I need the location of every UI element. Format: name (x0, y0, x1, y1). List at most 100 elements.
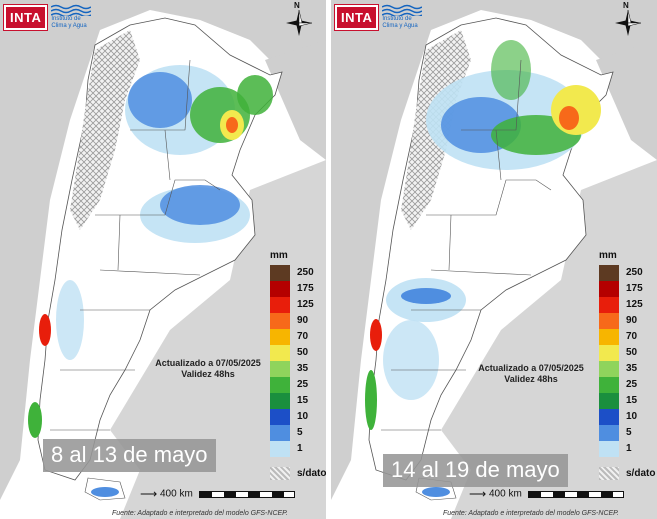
legend-label: s/dato (297, 468, 326, 479)
updated-date: Actualizado a 07/05/2025 (155, 358, 261, 368)
legend-label: 125 (626, 299, 643, 310)
legend-swatch (270, 441, 290, 457)
north-arrow-icon: N (284, 1, 314, 38)
legend-label: 125 (297, 299, 314, 310)
scale-arrow-icon: ⟶ (469, 487, 487, 501)
rain-area (383, 320, 439, 400)
legend-label: 1 (297, 443, 303, 454)
legend-swatch (599, 425, 619, 441)
rain-area (559, 106, 579, 130)
scale-label: 400 km (159, 488, 193, 500)
updated-date: Actualizado a 07/05/2025 (478, 363, 584, 373)
legend-label: 15 (297, 395, 309, 406)
legend-swatch (270, 329, 290, 345)
institute-name: Clima y Agua (51, 23, 87, 29)
legend-swatch (599, 361, 619, 377)
legend-swatch (599, 313, 619, 329)
province-borders (381, 59, 552, 431)
legend-label: 90 (626, 315, 638, 326)
neighbor-land (596, 40, 657, 160)
rain-area (237, 75, 273, 115)
legend-swatch (599, 281, 619, 297)
legend-swatch (270, 409, 290, 425)
legend-label: 90 (297, 315, 309, 326)
legend-label: 10 (297, 411, 309, 422)
legend-label: 25 (297, 379, 309, 390)
legend-label: 175 (297, 283, 314, 294)
source-note: Fuente: Adaptado e interpretado del mode… (112, 510, 288, 517)
legend-label: 15 (626, 395, 638, 406)
legend-label: 70 (626, 331, 638, 342)
institute-logo: Instituto de Clima y Agua (382, 4, 423, 30)
institute-name: Clima y Agua (382, 23, 418, 29)
map-panel-right: INTA Instituto de Clima y Agua N mm 250 … (331, 0, 657, 519)
north-label: N (623, 1, 629, 10)
legend-swatch (270, 467, 290, 480)
date-range-label: 14 al 19 de mayo (383, 454, 568, 487)
legend-swatch (270, 313, 290, 329)
legend-swatch (599, 377, 619, 393)
legend-swatch (599, 297, 619, 313)
legend-swatch (599, 409, 619, 425)
legend-label: s/dato (626, 468, 656, 479)
institute-name: Instituto de (51, 16, 81, 22)
rain-area (128, 72, 192, 128)
rain-area (39, 314, 51, 346)
legend-swatch (599, 265, 619, 281)
rain-area (365, 370, 377, 430)
scale-label: 400 km (488, 488, 522, 500)
updated-note: Actualizado a 07/05/2025 Validez 48hs (148, 358, 268, 380)
legend-swatch (270, 265, 290, 281)
legend-label: 50 (297, 347, 309, 358)
rain-area (401, 288, 451, 304)
legend-label: 1 (626, 443, 632, 454)
validity: Validez 48hs (504, 374, 558, 384)
inta-logo-text: INTA (333, 3, 380, 31)
neighbor-land (0, 0, 326, 500)
scale-graphic (198, 490, 295, 498)
neighbor-land (331, 0, 657, 500)
institute-name: Instituto de (382, 16, 412, 22)
legend-label: 35 (297, 363, 309, 374)
legend-swatch (270, 393, 290, 409)
legend-label: 35 (626, 363, 638, 374)
legend-label: 250 (297, 267, 314, 278)
legend-swatch (270, 361, 290, 377)
legend-swatch (599, 467, 619, 480)
rain-area (226, 117, 238, 133)
water-waves-icon (382, 4, 423, 16)
north-arrow-icon: N (613, 1, 643, 38)
rain-area (56, 280, 84, 360)
legend-swatch (270, 345, 290, 361)
rain-area (370, 319, 382, 351)
updated-note: Actualizado a 07/05/2025 Validez 48hs (471, 363, 591, 385)
source-note: Fuente: Adaptado e interpretado del mode… (443, 510, 619, 517)
inta-logo: INTA Instituto de Clima y Agua (333, 3, 423, 31)
inta-logo: INTA Instituto de Clima y Agua (2, 3, 92, 31)
legend-swatch (270, 425, 290, 441)
legend-label: 5 (297, 427, 303, 438)
legend-swatch (270, 281, 290, 297)
rain-area (160, 185, 240, 225)
no-data-area (70, 30, 140, 230)
rain-area (91, 487, 119, 497)
date-range-label: 8 al 13 de mayo (43, 439, 216, 472)
legend-label: 5 (626, 427, 632, 438)
rain-area (422, 487, 450, 497)
legend-label: 50 (626, 347, 638, 358)
inta-logo-text: INTA (2, 3, 49, 31)
validity: Validez 48hs (181, 369, 235, 379)
legend-label: 250 (626, 267, 643, 278)
legend-swatch (599, 345, 619, 361)
legend-swatch (270, 377, 290, 393)
neighbor-land (265, 40, 326, 160)
legend-swatch (599, 441, 619, 457)
institute-logo: Instituto de Clima y Agua (51, 4, 92, 30)
water-waves-icon (51, 4, 92, 16)
rain-area (28, 402, 42, 438)
legend-label: 25 (626, 379, 638, 390)
scale-graphic (527, 490, 624, 498)
rain-area (491, 40, 531, 100)
legend-label: 10 (626, 411, 638, 422)
legend-swatch (599, 393, 619, 409)
